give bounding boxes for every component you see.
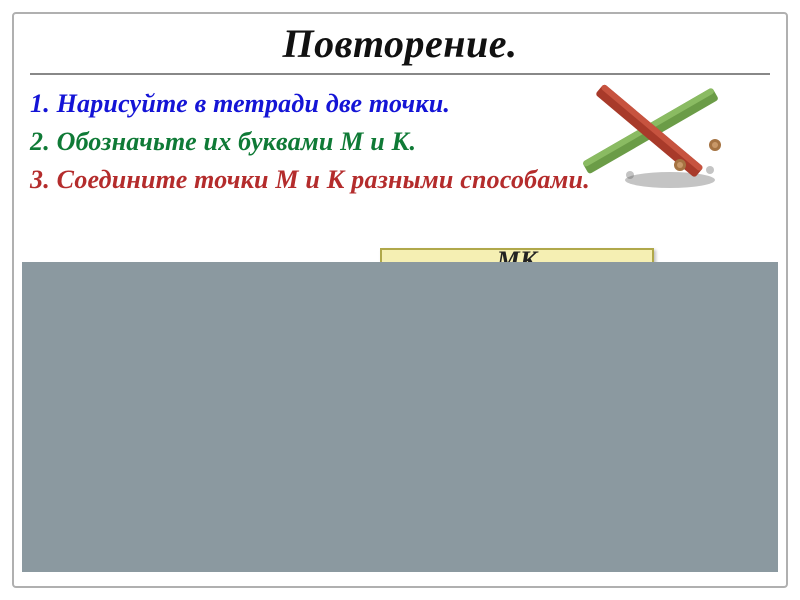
geometry-icon — [560, 75, 740, 195]
slide-title: Повторение. — [30, 20, 770, 67]
gray-overlay — [22, 262, 778, 572]
slide: Повторение. 1. Нарисуйте в тетради две т… — [0, 0, 800, 600]
